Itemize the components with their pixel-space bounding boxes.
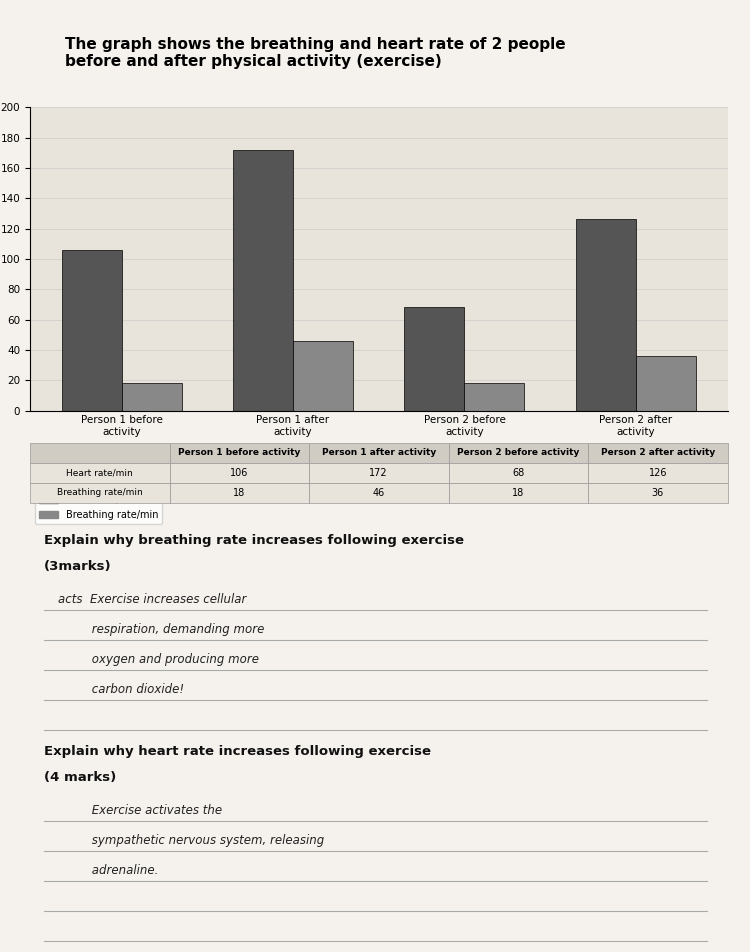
- Text: The graph shows the breathing and heart rate of 2 people
before and after physic: The graph shows the breathing and heart …: [64, 37, 566, 69]
- Bar: [576, 220, 636, 410]
- Text: acts  Exercise increases cellular: acts Exercise increases cellular: [58, 593, 246, 606]
- Text: oxygen and producing more: oxygen and producing more: [58, 653, 259, 666]
- Bar: [464, 384, 524, 410]
- Bar: [62, 249, 122, 410]
- Bar: [404, 307, 464, 410]
- Text: Explain why breathing rate increases following exercise: Explain why breathing rate increases fol…: [44, 534, 464, 546]
- Text: (4 marks): (4 marks): [44, 771, 116, 783]
- Text: Explain why heart rate increases following exercise: Explain why heart rate increases followi…: [44, 744, 431, 758]
- Legend: Heart rate/min, Breathing rate/min: Heart rate/min, Breathing rate/min: [34, 491, 162, 524]
- Text: carbon dioxide!: carbon dioxide!: [58, 683, 184, 696]
- Text: Exercise activates the: Exercise activates the: [58, 804, 222, 818]
- Text: (3marks): (3marks): [44, 560, 112, 572]
- Text: sympathetic nervous system, releasing: sympathetic nervous system, releasing: [58, 834, 324, 847]
- Text: adrenaline.: adrenaline.: [58, 864, 158, 877]
- Bar: [122, 384, 182, 410]
- Bar: [636, 356, 696, 410]
- Bar: [293, 341, 353, 410]
- Text: respiration, demanding more: respiration, demanding more: [58, 624, 264, 636]
- Bar: [233, 149, 293, 410]
